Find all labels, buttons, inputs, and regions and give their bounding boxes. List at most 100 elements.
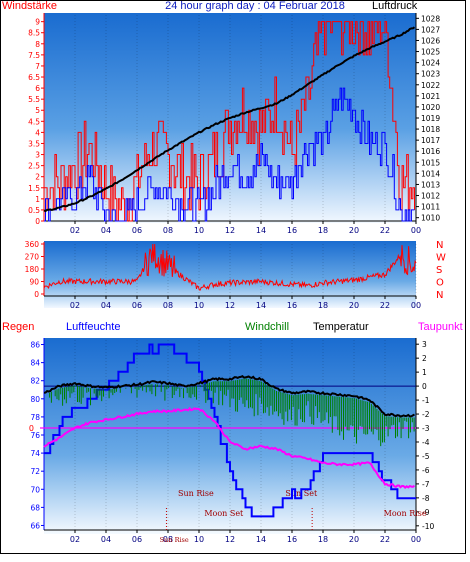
y-tick-label-right: 3	[422, 340, 427, 349]
x-tick-label: 12	[225, 301, 235, 310]
compass-label: O	[436, 278, 444, 289]
x-tick-label: 08	[163, 226, 173, 235]
y-tick-label-right: 1010	[421, 214, 440, 223]
y-tick-label-right: -9	[422, 508, 430, 517]
legend-taupunkt: Taupunkt	[418, 321, 463, 333]
x-tick-label: 08	[163, 301, 173, 310]
y-tick-label-right: 2	[422, 354, 427, 363]
x-tick-label: 22	[380, 535, 390, 544]
y-tick-label-left: 5	[35, 106, 40, 115]
y-tick-label-left: 84	[30, 359, 40, 368]
compass-label: N	[436, 240, 443, 251]
y-tick-label-left: 1	[35, 195, 40, 204]
series-temperature	[43, 375, 415, 418]
x-tick-label: 20	[349, 535, 359, 544]
y-tick-label-right: 1022	[421, 81, 440, 90]
x-tick-label: 00	[411, 535, 421, 544]
y-tick-label-left: 1.5	[28, 184, 40, 193]
x-tick-label: 00	[411, 226, 421, 235]
legend-windchill: Windchill	[245, 321, 290, 333]
ylabel-luftdruck: Luftdruck	[372, 0, 418, 12]
x-tick-label: 08	[163, 535, 173, 544]
x-tick-label: 06	[132, 226, 142, 235]
panel3-bg	[44, 338, 416, 534]
y-tick-label-left: 9	[35, 18, 40, 27]
x-tick-label: 02	[70, 226, 80, 235]
y-tick-label-left: 360	[25, 240, 40, 249]
y-tick-label-left: 3	[35, 151, 40, 160]
y-tick-label-right: -3	[422, 424, 430, 433]
y-tick-label-right: 1024	[421, 59, 440, 68]
x-tick-label: 04	[101, 535, 111, 544]
x-tick-label: 00	[411, 301, 421, 310]
x-tick-label: 10	[194, 226, 204, 235]
y-tick-label-right: -7	[422, 480, 430, 489]
y-tick-label-right: 1016	[421, 147, 440, 156]
y-tick-label-left: 0	[34, 290, 39, 299]
series-pressure	[43, 26, 416, 213]
y-tick-label-left: 74	[30, 449, 40, 458]
y-tick-label-right: 1013	[421, 180, 440, 189]
y-tick-label-right: 1020	[421, 103, 440, 112]
compass-label: N	[436, 290, 443, 301]
y-tick-label-right: -2	[422, 410, 430, 419]
x-tick-label: 22	[380, 301, 390, 310]
y-tick-label-left: 4	[35, 128, 40, 137]
y-tick-label-right: -5	[422, 452, 430, 461]
y-tick-label-right: 1026	[421, 36, 440, 45]
y-tick-label-left: 72	[30, 467, 40, 476]
event-annotation: Sun Rise	[178, 489, 214, 498]
y-tick-label-right: 1027	[421, 25, 440, 34]
y-tick-label-left: 70	[30, 485, 40, 494]
y-tick-label-right: -4	[422, 438, 430, 447]
y-tick-label-right: -10	[422, 522, 434, 531]
x-tick-label: 14	[256, 301, 266, 310]
y-tick-label-left: 2.5	[28, 162, 40, 171]
series-humidity	[44, 343, 416, 518]
rain-zero-label: 0	[29, 424, 34, 433]
y-tick-label-left: 8.5	[28, 29, 40, 38]
y-tick-label-left: 270	[25, 253, 40, 262]
event-annotation: Moon Set	[204, 509, 244, 518]
x-tick-label: 04	[101, 226, 111, 235]
y-tick-label-left: 180	[25, 265, 40, 274]
x-tick-label: 18	[318, 535, 328, 544]
x-tick-label: 16	[287, 301, 297, 310]
x-tick-label: 18	[318, 226, 328, 235]
legend-regen: Regen	[2, 321, 35, 333]
y-tick-label-right: -8	[422, 494, 430, 503]
y-tick-label-left: 3.5	[28, 139, 40, 148]
y-tick-label-left: 86	[30, 341, 40, 350]
y-tick-label-right: 1012	[421, 192, 440, 201]
y-tick-label-left: 8	[35, 40, 40, 49]
series-windchill	[49, 378, 415, 447]
y-tick-label-right: 1	[422, 368, 427, 377]
x-tick-label: 10	[194, 535, 204, 544]
chart-title: 24 hour graph day : 04 Februar 2018	[165, 0, 345, 12]
y-tick-label-left: 0.5	[28, 206, 40, 215]
x-tick-label: 20	[349, 301, 359, 310]
y-tick-label-left: 68	[30, 503, 40, 512]
x-tick-label: 20	[349, 226, 359, 235]
y-tick-label-left: 2	[35, 173, 40, 182]
x-tick-label: 02	[70, 535, 80, 544]
y-tick-label-left: 80	[30, 395, 40, 404]
y-tick-label-left: 76	[30, 431, 40, 440]
y-tick-label-right: 1015	[421, 158, 440, 167]
x-tick-label: 12	[225, 535, 235, 544]
y-tick-label-left: 4.5	[28, 117, 40, 126]
y-tick-label-left: 78	[30, 413, 40, 422]
x-tick-label: 06	[132, 535, 142, 544]
y-tick-label-left: 7	[35, 62, 40, 71]
y-tick-label-right: -1	[422, 396, 430, 405]
y-tick-label-right: 1018	[421, 125, 440, 134]
y-tick-label-right: 1023	[421, 70, 440, 79]
y-tick-label-left: 66	[30, 521, 40, 530]
x-tick-label: 16	[287, 535, 297, 544]
x-tick-label: 18	[318, 301, 328, 310]
x-tick-label: 16	[287, 226, 297, 235]
y-tick-label-right: 1014	[421, 169, 440, 178]
y-tick-label-right: 1028	[421, 14, 440, 23]
